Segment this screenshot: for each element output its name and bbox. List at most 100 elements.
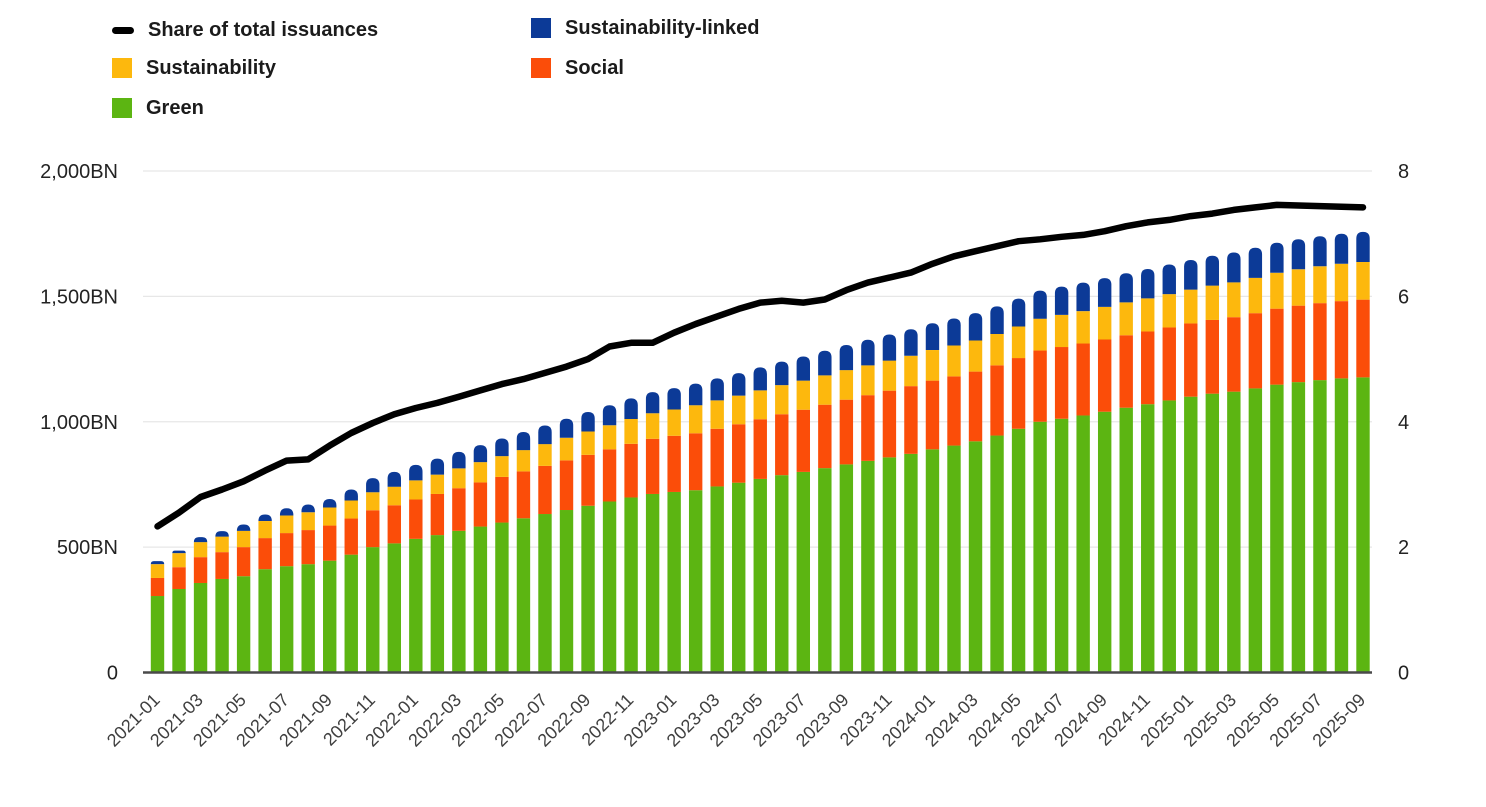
bar-segment-Sustainability [796,380,811,410]
bar-column-2025-01[interactable] [1184,260,1198,673]
bar-column-2022-01[interactable] [409,464,423,673]
bar-segment-Sustainability [732,395,746,425]
bar-column-2022-12[interactable] [645,392,660,673]
bar-segment-Social [495,476,509,523]
bar-column-2024-01[interactable] [925,323,940,673]
legend-label-social: Social [565,57,624,79]
bar-column-2023-03[interactable] [710,378,724,673]
bar-segment-Green [1184,396,1198,673]
bar-column-2025-06[interactable] [1291,239,1306,673]
bar-segment-Sustainability-linked [925,323,940,351]
bar-column-2025-09[interactable] [1356,231,1370,673]
bar-column-2021-05[interactable] [236,524,251,673]
bar-column-2023-04[interactable] [732,373,746,673]
bar-column-2025-02[interactable] [1205,255,1220,673]
bar-column-2024-07[interactable] [1054,286,1069,673]
bar-column-2021-02[interactable] [172,550,186,673]
bar-column-2021-10[interactable] [344,489,358,673]
bar-column-2022-05[interactable] [495,438,509,673]
bar-column-2021-07[interactable] [279,508,294,673]
bar-segment-Green [1162,400,1176,673]
bar-column-2022-02[interactable] [430,458,445,673]
bar-segment-Sustainability-linked [1184,260,1198,290]
bar-column-2024-03[interactable] [968,313,983,673]
bar-column-2022-07[interactable] [538,425,552,673]
legend-item-share-of-total-issuances[interactable]: Share of total issuances [112,19,378,41]
bar-segment-Sustainability [516,450,531,472]
bar-column-2022-09[interactable] [581,411,595,673]
bar-segment-Sustainability-linked [947,318,961,346]
bar-segment-Green [1011,428,1026,673]
bar-segment-Sustainability-linked [753,367,767,391]
bar-column-2022-04[interactable] [473,445,488,673]
bar-column-2023-02[interactable] [688,383,703,673]
bar-column-2025-05[interactable] [1270,242,1284,673]
bar-segment-Sustainability [150,564,165,578]
bar-column-2024-06[interactable] [1033,290,1047,673]
legend-item-green[interactable]: Green [112,97,204,119]
bar-segment-Social [1184,323,1198,397]
bar-column-2025-03[interactable] [1227,252,1241,673]
bar-column-2022-10[interactable] [602,405,617,673]
bar-column-2024-10[interactable] [1119,273,1133,673]
bar-column-2021-04[interactable] [215,531,229,673]
bar-column-2024-09[interactable] [1097,278,1112,673]
bar-segment-Sustainability-linked [516,432,531,451]
bar-column-2024-12[interactable] [1162,264,1176,673]
bar-column-2024-05[interactable] [1011,298,1026,673]
bar-segment-Social [732,424,746,483]
bar-column-2024-04[interactable] [990,306,1004,673]
bar-segment-Sustainability-linked [1356,231,1370,263]
bar-column-2025-07[interactable] [1313,236,1327,673]
bar-column-2022-08[interactable] [559,418,574,673]
bar-segment-Sustainability [710,400,724,429]
bar-segment-Sustainability [947,345,961,377]
bar-column-2024-02[interactable] [947,318,961,673]
bar-segment-Sustainability [925,350,940,381]
bar-segment-Green [409,538,423,673]
bar-column-2022-11[interactable] [624,398,638,673]
legend-item-social[interactable]: Social [531,57,624,79]
bar-segment-Sustainability-linked [538,425,552,445]
bar-column-2024-08[interactable] [1076,282,1090,673]
bar-column-2023-08[interactable] [818,350,832,673]
bar-column-2021-09[interactable] [323,498,337,673]
legend-item-sustainability-linked[interactable]: Sustainability-linked [531,17,759,39]
bar-column-2023-07[interactable] [796,356,811,673]
bar-column-2023-01[interactable] [667,388,681,673]
bar-column-2024-11[interactable] [1141,269,1155,673]
bar-column-2021-03[interactable] [193,537,208,673]
bar-column-2023-06[interactable] [775,361,789,673]
bar-column-2022-06[interactable] [516,432,531,673]
y-axis-right-tick-label: 8 [1398,161,1409,183]
bar-segment-Sustainability [236,530,251,548]
bar-column-2021-08[interactable] [301,504,315,673]
bar-column-2023-09[interactable] [839,345,854,673]
bar-column-2021-01[interactable] [150,561,165,673]
bar-segment-Social [839,399,854,465]
bar-column-2022-03[interactable] [452,451,466,673]
bar-segment-Sustainability [1162,294,1176,328]
bar-segment-Sustainability-linked [1054,286,1069,315]
bar-segment-Social [366,510,380,548]
share-of-total-issuances-line[interactable] [154,201,1367,530]
bar-column-2021-12[interactable] [387,471,401,673]
bar-column-2023-11[interactable] [882,334,897,673]
bar-column-2021-06[interactable] [258,514,272,673]
bar-column-2021-11[interactable] [366,478,380,673]
bar-segment-Sustainability [667,409,681,436]
bar-column-2023-05[interactable] [753,367,767,673]
bar-segment-Sustainability-linked [775,361,789,386]
bar-segment-Sustainability [1205,285,1220,320]
bar-column-2023-12[interactable] [904,329,918,673]
bar-column-2023-10[interactable] [861,339,875,673]
legend-item-sustainability[interactable]: Sustainability [112,57,276,79]
bar-segment-Sustainability-linked [323,498,337,508]
bar-column-2025-04[interactable] [1248,247,1263,673]
bar-segment-Sustainability [990,333,1004,366]
bar-segment-Social [1033,350,1047,422]
bar-segment-Social [1356,299,1370,378]
bar-column-2025-08[interactable] [1334,233,1349,673]
bar-segment-Green [882,457,897,673]
bar-segment-Green [904,453,918,673]
